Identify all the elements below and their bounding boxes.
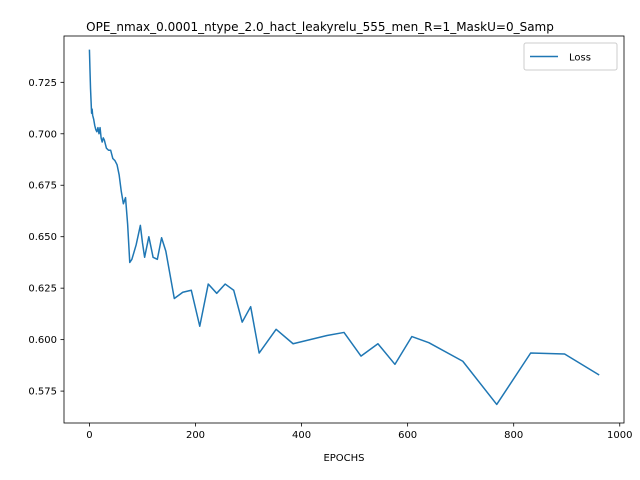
- legend-label-loss: Loss: [569, 53, 591, 64]
- y-tick-label: 0.725: [28, 78, 57, 89]
- axes-frame: [63, 35, 625, 424]
- x-tick-label: 200: [186, 430, 205, 441]
- legend-box: [523, 42, 618, 71]
- legend: Loss: [523, 42, 618, 71]
- y-tick-label: 0.600: [28, 335, 57, 346]
- y-tick-label: 0.575: [28, 387, 57, 398]
- chart-title: OPE_nmax_0.0001_ntype_2.0_hact_leakyrelu…: [86, 20, 554, 34]
- x-tick-label: 800: [504, 430, 523, 441]
- y-tick-label: 0.625: [28, 284, 57, 295]
- x-tick-label: 400: [292, 430, 311, 441]
- axis-ticks: 0 200 400 600 800 1000 0.575 0.600 0.625 0.650 0.6…: [28, 78, 632, 441]
- y-tick-label: 0.650: [28, 232, 57, 243]
- x-axis-label: EPOCHS: [323, 453, 364, 464]
- y-tick-label: 0.675: [28, 181, 57, 192]
- x-tick-label: 0: [86, 430, 92, 441]
- x-tick-label: 600: [398, 430, 417, 441]
- y-tick-label: 0.700: [28, 129, 57, 140]
- series-line-loss: [88, 49, 600, 406]
- x-tick-label: 1000: [607, 430, 632, 441]
